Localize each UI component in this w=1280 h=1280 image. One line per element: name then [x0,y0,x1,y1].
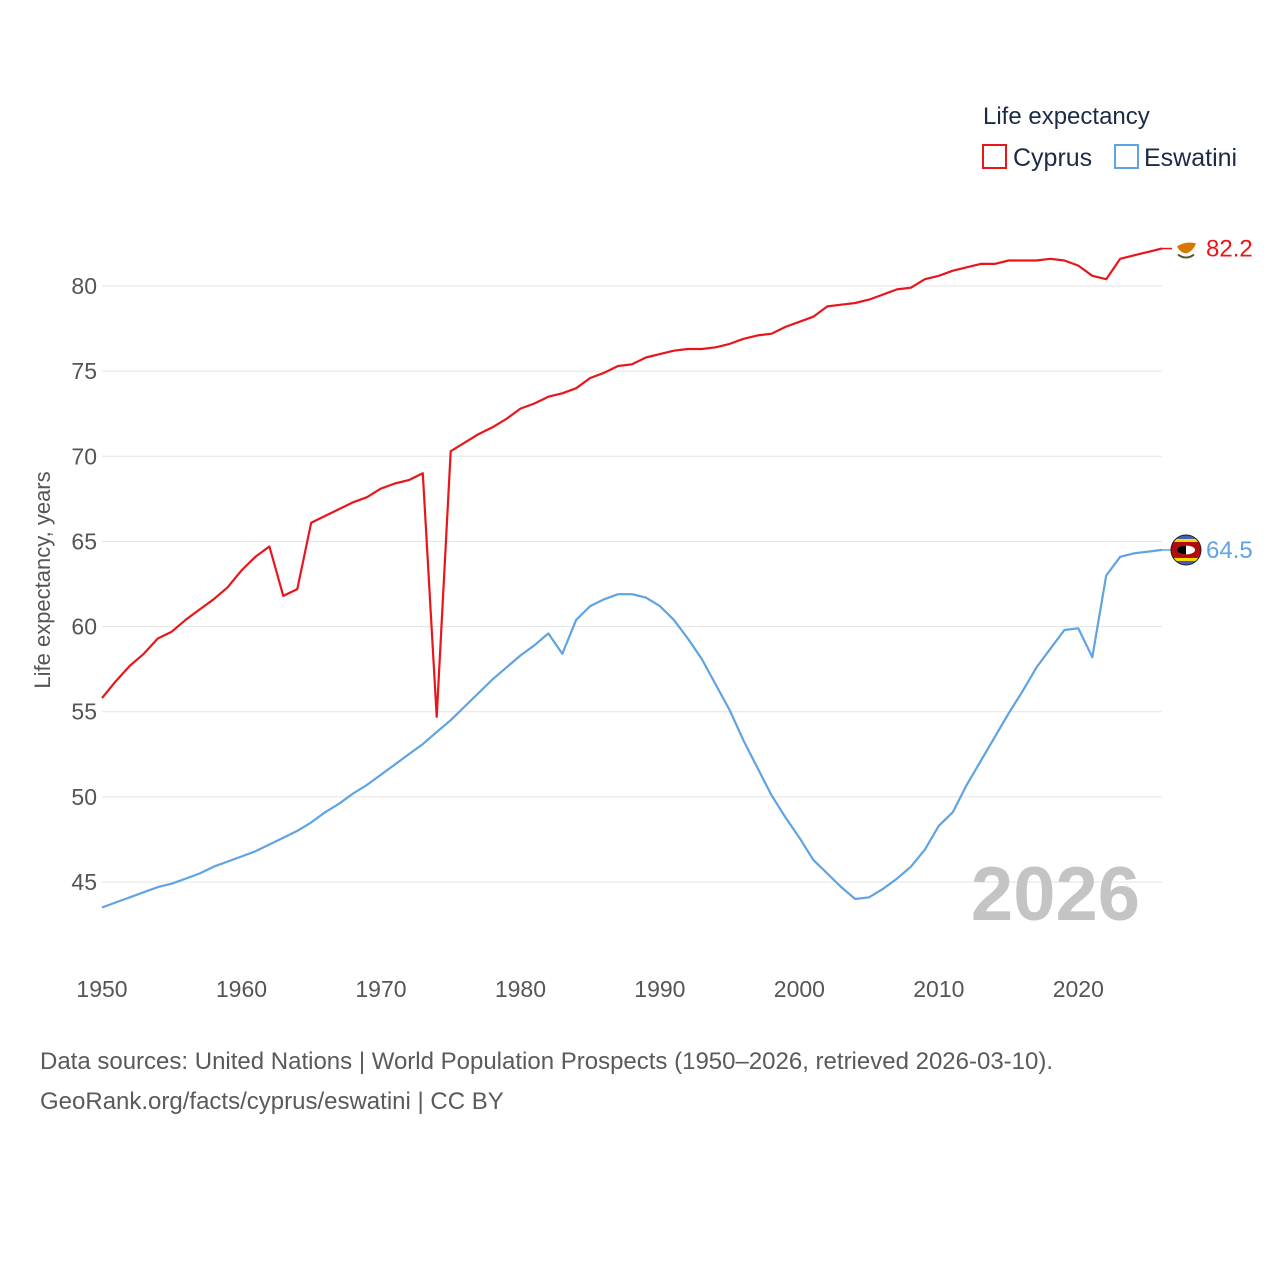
y-tick-45: 45 [71,869,97,895]
y-tick-65: 65 [71,528,97,554]
x-tick-1970: 1970 [355,976,406,1002]
source-line-2[interactable]: GeoRank.org/facts/cyprus/eswatini | CC B… [40,1088,504,1115]
x-axis-ticks: 1950 1960 1970 1980 1990 2000 2010 2020 [76,976,1103,1002]
y-tick-70: 70 [71,443,97,469]
legend-item-cyprus[interactable]: Cyprus [982,144,1092,172]
x-tick-1960: 1960 [216,976,267,1002]
y-tick-50: 50 [71,784,97,810]
series-lines [101,247,1172,909]
x-tick-2010: 2010 [913,976,964,1002]
legend: Life expectancy Cyprus Eswatini [982,103,1237,172]
y-tick-60: 60 [71,614,97,640]
series-line-cyprus [101,247,1163,718]
eswatini-flag-icon [1170,534,1202,566]
y-tick-80: 80 [71,273,97,299]
legend-title: Life expectancy [983,103,1150,130]
data-source-note: Data sources: United Nations | World Pop… [40,1042,1053,1122]
legend-item-eswatini[interactable]: Eswatini [1114,144,1237,172]
y-tick-55: 55 [71,699,97,725]
y-axis-label: Life expectancy, years [30,471,55,688]
legend-swatch-cyprus [982,144,1007,169]
series-line-eswatini [101,548,1163,909]
x-tick-1980: 1980 [495,976,546,1002]
legend-label-eswatini: Eswatini [1144,144,1237,172]
source-line-1: Data sources: United Nations | World Pop… [40,1048,1054,1075]
year-stamp: 2026 [971,852,1140,937]
legend-label-cyprus: Cyprus [1013,144,1092,172]
x-tick-2020: 2020 [1053,976,1104,1002]
x-tick-2000: 2000 [774,976,825,1002]
eswatini-end-value: 64.5 [1206,537,1253,564]
x-tick-1950: 1950 [76,976,127,1002]
legend-swatch-eswatini [1114,144,1139,169]
cyprus-flag-icon [1173,235,1199,262]
gridlines [102,285,1162,883]
y-tick-75: 75 [71,358,97,384]
cyprus-end-value: 82.2 [1206,236,1253,263]
x-tick-1990: 1990 [634,976,685,1002]
y-axis-ticks: 45 50 55 60 65 70 75 80 [71,273,97,895]
